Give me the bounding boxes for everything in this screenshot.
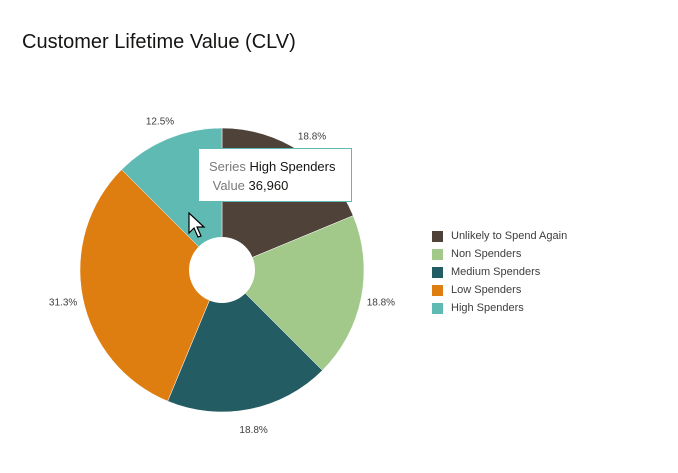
tooltip-value-label: Value [212,178,245,193]
data-label: 12.5% [146,116,174,127]
chart-title: Customer Lifetime Value (CLV) [22,31,296,53]
mouse-cursor-icon [188,212,206,238]
tooltip-value: 36,960 [248,178,289,193]
legend-swatch [432,266,443,278]
legend-label: Low Spenders [451,284,522,296]
legend-item[interactable]: Medium Spenders [432,263,567,281]
pie-slice-non-spenders[interactable] [221,215,365,371]
pie-slice-low-spenders[interactable] [79,169,223,402]
tooltip-series-label: Series [209,159,246,174]
data-label: 18.8% [239,425,267,436]
legend-label: Medium Spenders [451,266,541,278]
legend-item[interactable]: Non Spenders [432,245,567,263]
tooltip-series-value: High Spenders [249,159,336,174]
legend-label: Unlikely to Spend Again [451,230,568,242]
donut-hole [189,237,255,303]
legend-item[interactable]: Low Spenders [432,281,567,299]
legend: Unlikely to Spend Again Non Spenders Mediu… [432,227,567,317]
legend-label: Non Spenders [451,248,522,260]
tooltip: Series High Spenders Value 36,960 [198,148,352,202]
legend-swatch [432,248,443,260]
legend-item[interactable]: Unlikely to Spend Again [432,227,567,245]
data-label: 31.3% [49,298,77,309]
data-label: 18.8% [367,298,395,309]
legend-item[interactable]: High Spenders [432,299,567,317]
legend-swatch [432,230,443,242]
legend-swatch [432,302,443,314]
data-label: 18.8% [298,131,326,142]
pie-slice-medium-spenders[interactable] [167,269,323,413]
legend-label: High Spenders [451,302,524,314]
legend-swatch [432,284,443,296]
